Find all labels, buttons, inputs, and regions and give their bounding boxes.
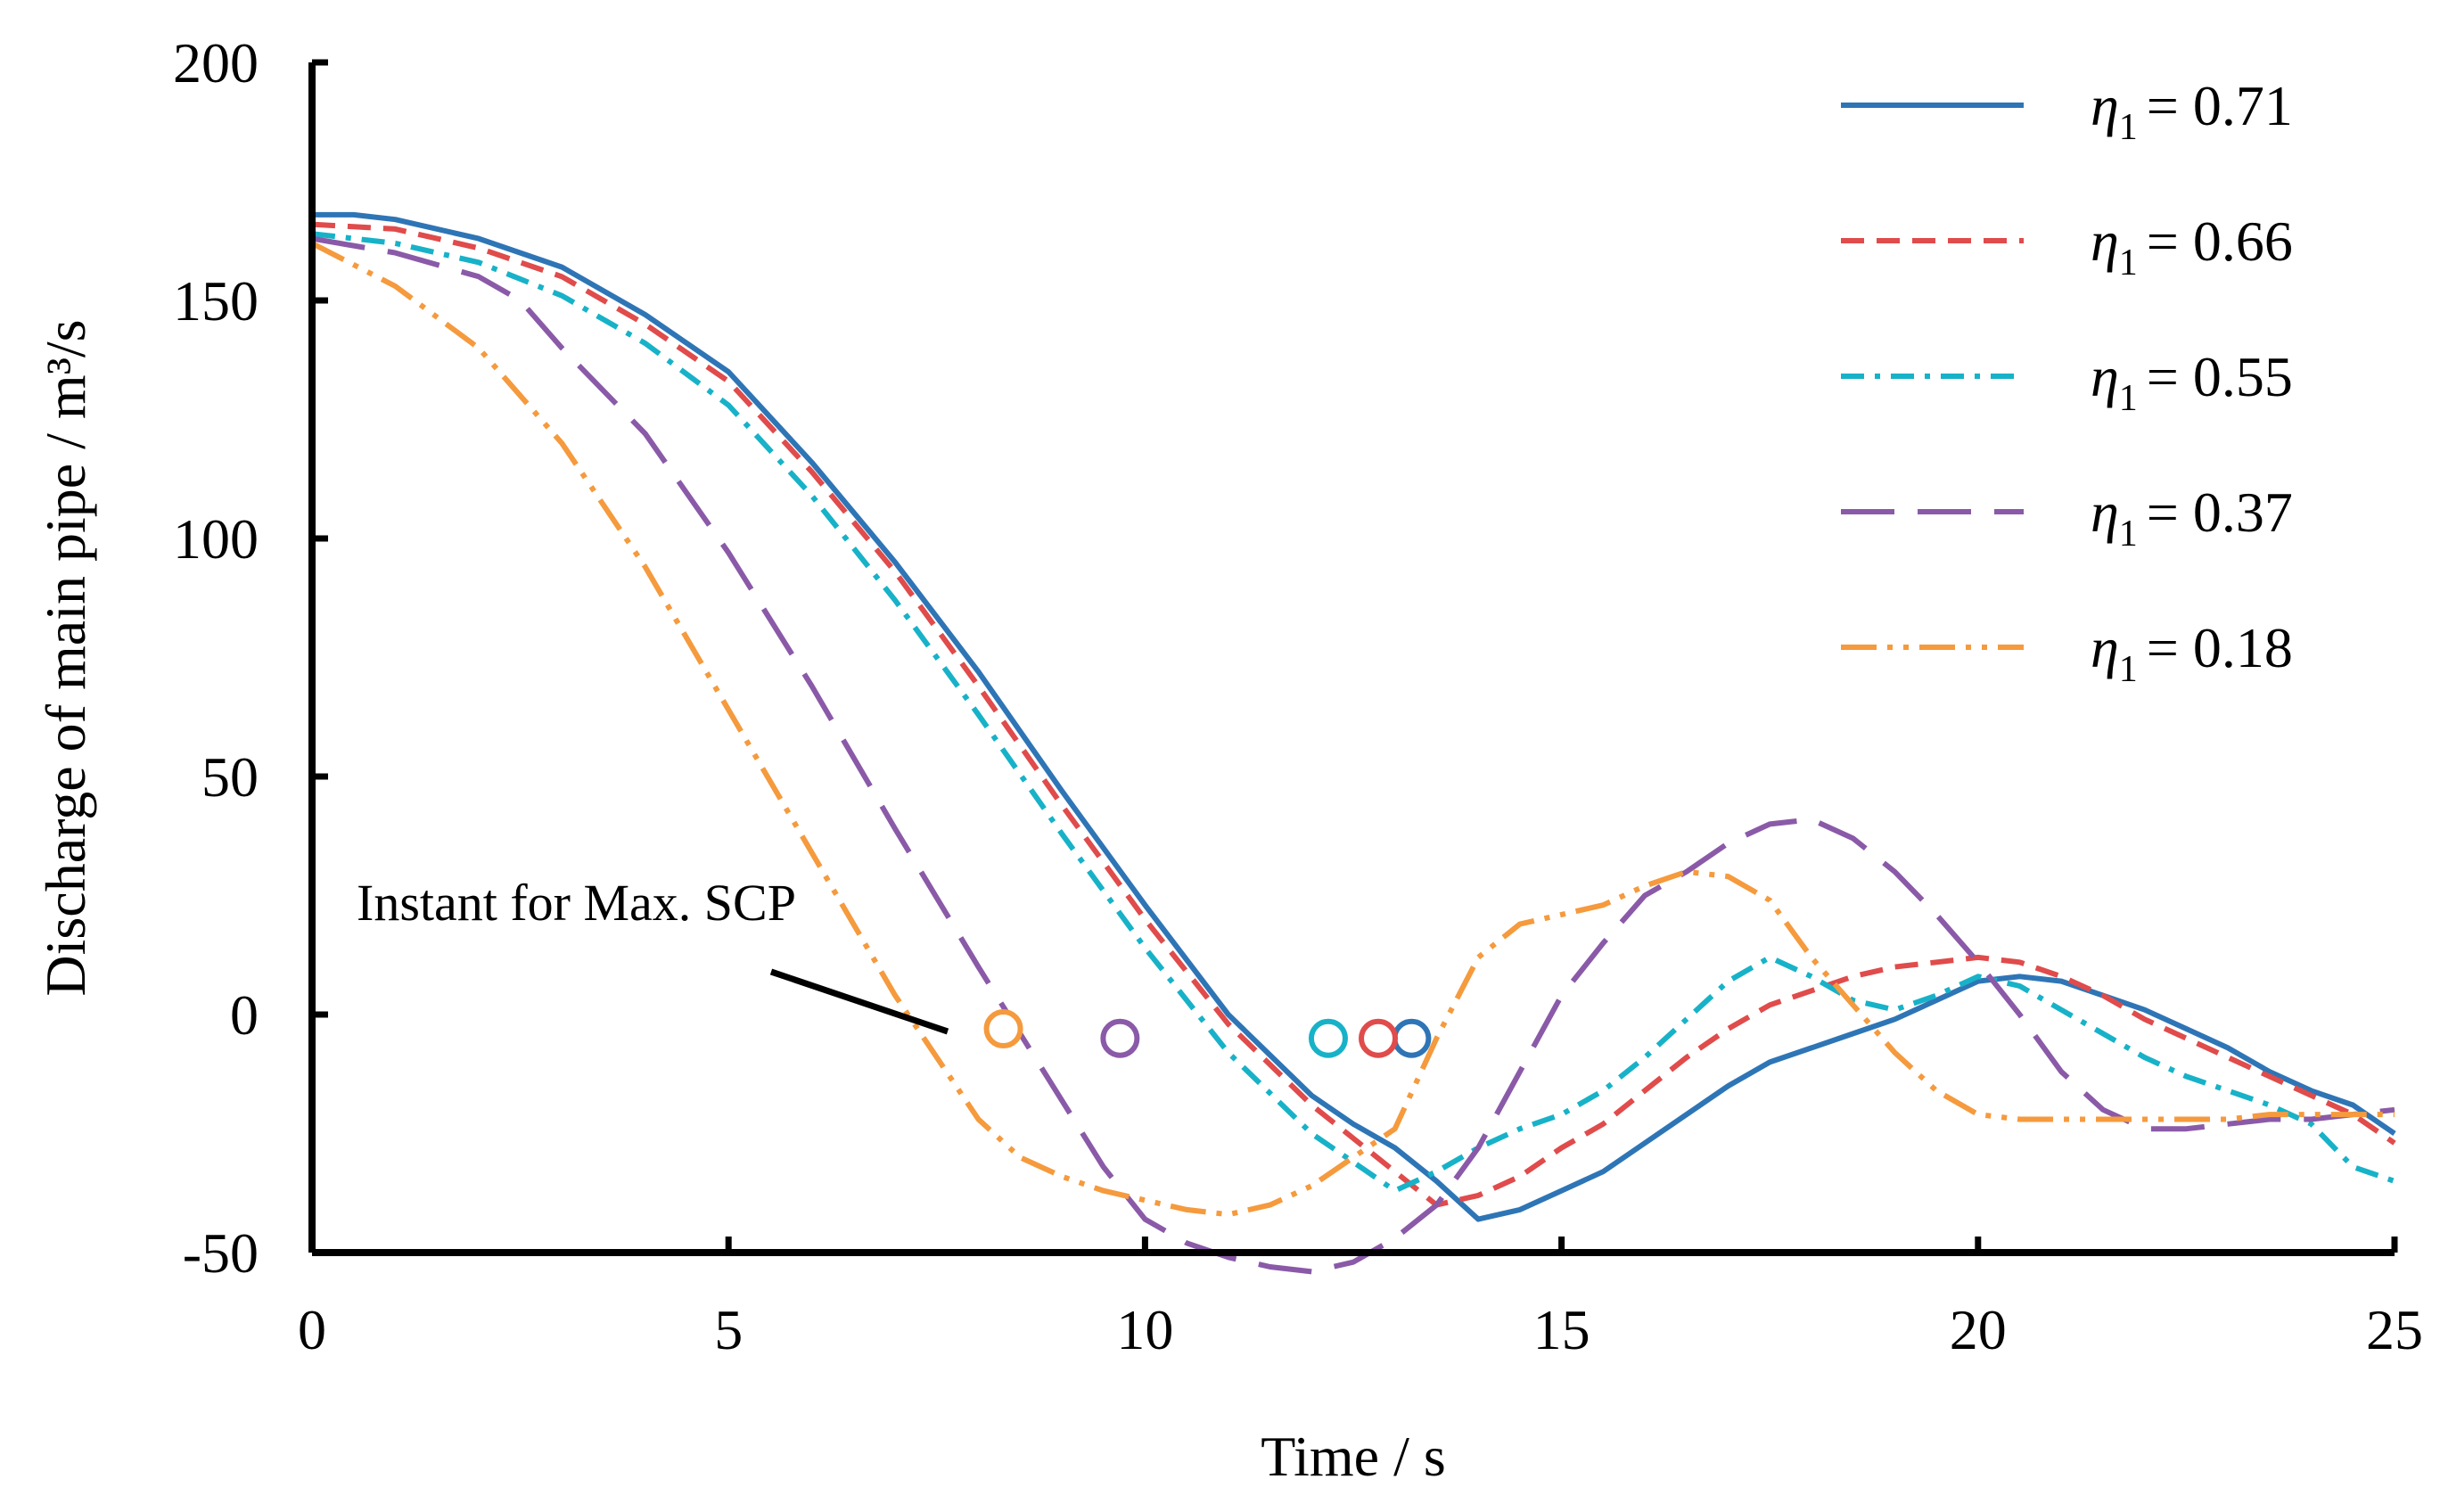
max-scp-marker-5 <box>983 1009 1023 1049</box>
legend-symbol: η <box>2091 616 2119 679</box>
max-scp-marker-2 <box>1359 1018 1399 1058</box>
legend-symbol: η <box>2091 210 2119 273</box>
series-line-4 <box>311 235 2395 1275</box>
max-scp-marker-3 <box>1308 1018 1348 1058</box>
y-tick-label: 150 <box>173 269 259 333</box>
legend-label-2: η1 = 0.66 <box>2091 210 2293 284</box>
y-tick-label: 100 <box>173 507 259 571</box>
legend-subscript: 1 <box>2119 242 2138 284</box>
series-line-5 <box>310 241 2395 1218</box>
x-tick-label: 15 <box>1533 1298 1590 1361</box>
legend-subscript: 1 <box>2119 514 2138 555</box>
legend-value: = 0.71 <box>2147 74 2293 137</box>
legend-subscript: 1 <box>2119 378 2138 419</box>
y-tick-label: 200 <box>173 31 259 94</box>
max-scp-marker-4 <box>1100 1018 1140 1058</box>
y-tick-label: -50 <box>183 1221 259 1285</box>
annotation-text: Instant for Max. SCP <box>357 874 796 932</box>
series-line-1 <box>312 211 2396 1222</box>
legend-subscript: 1 <box>2119 649 2138 690</box>
legend-symbol: η <box>2091 74 2119 137</box>
y-tick-label: 50 <box>201 745 259 809</box>
legend-value: = 0.55 <box>2147 345 2293 408</box>
tick-layer: 0 5 10 15 20 25 -50 0 50 100 150 200 <box>173 31 2423 1361</box>
y-axis-title: Discharge of main pipe / m³/s <box>34 319 97 996</box>
x-tick-label: 25 <box>2366 1298 2423 1361</box>
legend-symbol: η <box>2091 481 2119 544</box>
legend-label-1: η1 = 0.71 <box>2091 74 2293 148</box>
x-axis-title: Time / s <box>1261 1425 1446 1488</box>
legend-label-4: η1 = 0.37 <box>2091 481 2293 555</box>
series-line-2 <box>311 221 2396 1208</box>
x-tick-label: 20 <box>1950 1298 2007 1361</box>
legend-label-3: η1 = 0.55 <box>2091 345 2293 419</box>
legend-label-5: η1 = 0.18 <box>2091 616 2293 690</box>
max-scp-marker-1 <box>1392 1018 1432 1058</box>
legend-value: = 0.66 <box>2147 210 2293 273</box>
y-tick-label: 0 <box>230 983 259 1047</box>
annotation-pointer <box>769 968 949 1035</box>
legend-value: = 0.18 <box>2147 616 2293 679</box>
x-tick-label: 5 <box>714 1298 743 1361</box>
x-tick-label: 10 <box>1116 1298 1173 1361</box>
legend-subscript: 1 <box>2119 107 2138 148</box>
x-tick-label: 0 <box>298 1298 326 1361</box>
series-layer <box>310 211 2396 1275</box>
marker-layer <box>983 1009 1432 1058</box>
legend-value: = 0.37 <box>2147 481 2293 544</box>
legend-symbol: η <box>2091 345 2119 408</box>
